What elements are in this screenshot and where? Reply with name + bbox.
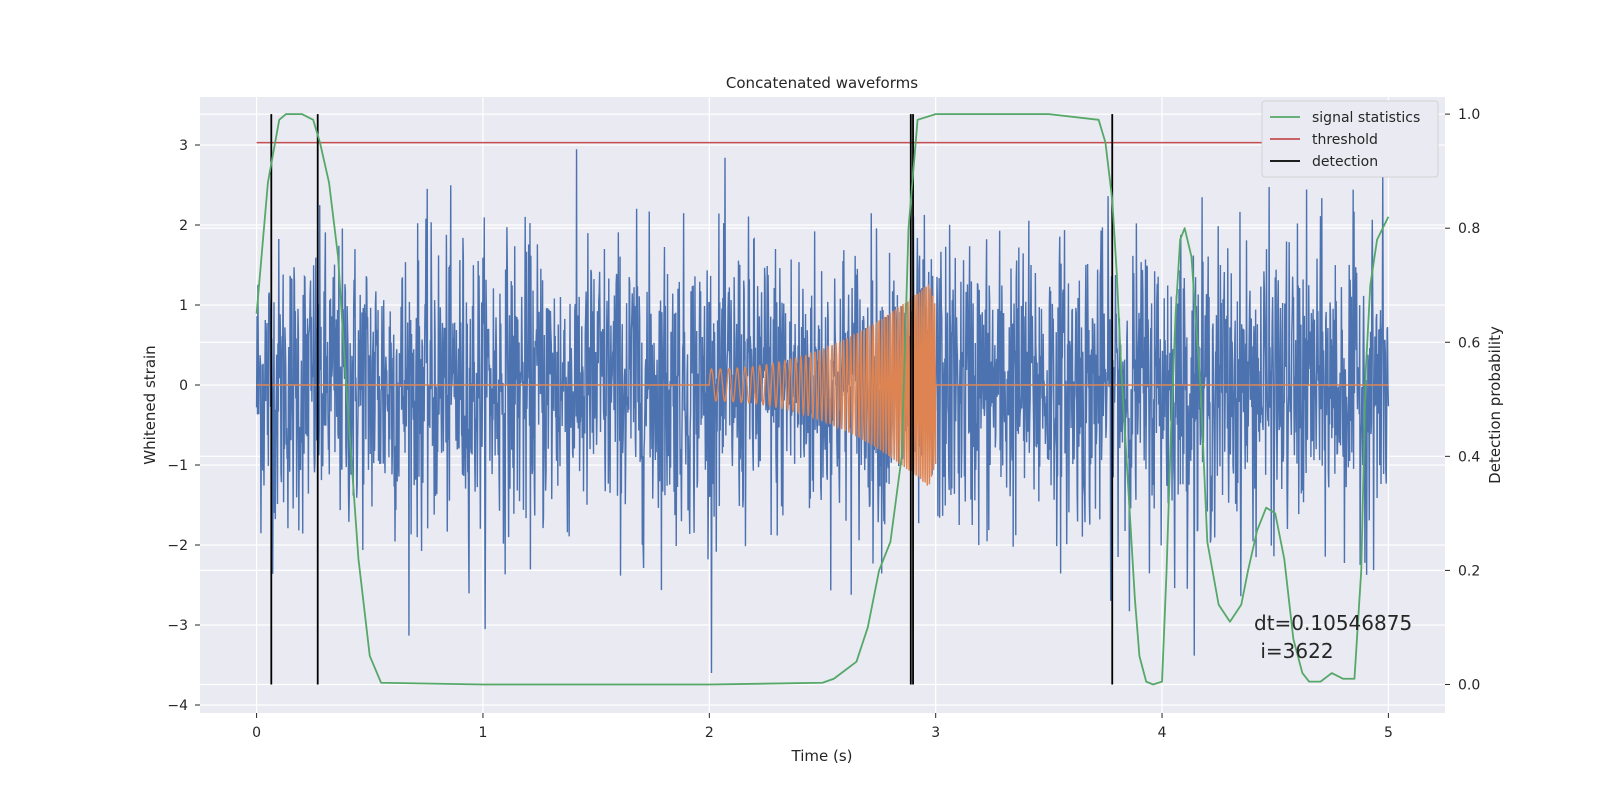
y-tick-label: 2 [179, 218, 188, 234]
x-tick-label: 3 [931, 725, 940, 741]
y2-tick-label: 0.2 [1458, 563, 1480, 579]
legend: signal statistics threshold detection [1261, 100, 1439, 178]
x-tick-label: 4 [1158, 725, 1167, 741]
y2-tick-label: 0.0 [1458, 677, 1480, 693]
y-tick-label: 0 [179, 378, 188, 394]
legend-box [1261, 100, 1439, 178]
legend-label-signal-statistics: signal statistics [1312, 110, 1420, 126]
y-tick-label: −3 [167, 618, 188, 634]
annotation-index: i=3622 [1254, 639, 1334, 663]
ticks: 0 1 2 3 4 5 −4 −3 −2 −1 0 1 2 3 0.0 0.2 0.4 0.6 0.8 1.0 [167, 107, 1480, 741]
x-tick-label: 2 [705, 725, 714, 741]
x-tick-label: 0 [252, 725, 261, 741]
signal-statistics-line [255, 113, 1390, 686]
y2-axis-label: Detection probability [1486, 326, 1504, 484]
y-tick-label: −4 [167, 698, 188, 714]
y2-tick-label: 1.0 [1458, 107, 1480, 123]
annotation-dt: dt=0.10546875 [1254, 611, 1412, 635]
y2-tick-label: 0.6 [1458, 335, 1480, 351]
x-tick-label: 5 [1384, 725, 1393, 741]
y-tick-label: −1 [167, 458, 188, 474]
series-layer [255, 113, 1390, 686]
y-tick-label: −2 [167, 538, 188, 554]
y-tick-label: 1 [179, 298, 188, 314]
y2-tick-label: 0.8 [1458, 221, 1480, 237]
chirp-signal-line [256, 284, 1389, 486]
legend-label-detection: detection [1312, 154, 1378, 170]
x-axis-label: Time (s) [791, 747, 853, 765]
chart-title: Concatenated waveforms [726, 74, 918, 92]
x-tick-label: 1 [478, 725, 487, 741]
y-tick-label: 3 [179, 138, 188, 154]
y-axis-label: Whitened strain [141, 345, 159, 464]
legend-label-threshold: threshold [1312, 132, 1378, 148]
y2-tick-label: 0.4 [1458, 449, 1480, 465]
